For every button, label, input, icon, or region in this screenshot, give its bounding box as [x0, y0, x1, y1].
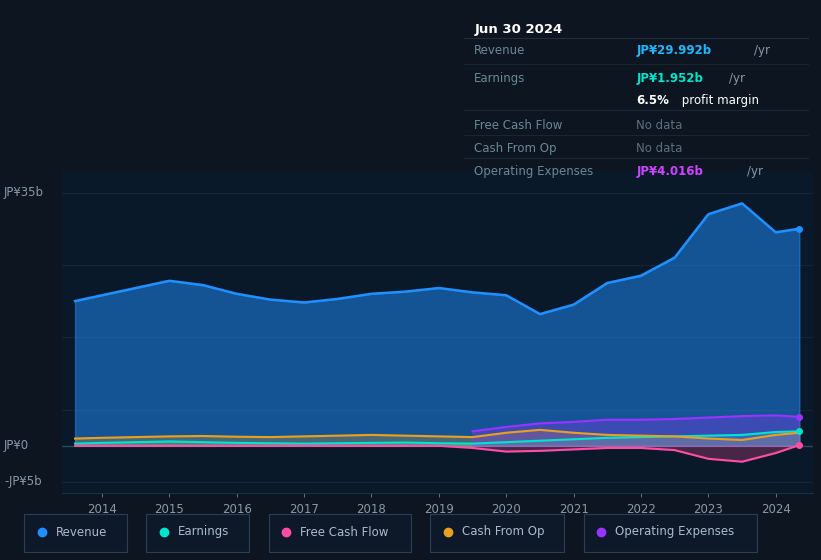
Text: No data: No data: [636, 142, 682, 155]
FancyBboxPatch shape: [584, 514, 757, 552]
Text: Free Cash Flow: Free Cash Flow: [300, 525, 388, 539]
Text: JP¥35b: JP¥35b: [4, 186, 44, 199]
Text: JP¥0: JP¥0: [4, 439, 30, 452]
Text: Revenue: Revenue: [56, 525, 108, 539]
FancyBboxPatch shape: [430, 514, 564, 552]
Text: Operating Expenses: Operating Expenses: [475, 165, 594, 178]
Text: 6.5%: 6.5%: [636, 94, 669, 107]
Text: Cash From Op: Cash From Op: [475, 142, 557, 155]
Text: Free Cash Flow: Free Cash Flow: [475, 119, 562, 132]
Text: Earnings: Earnings: [178, 525, 229, 539]
Text: profit margin: profit margin: [677, 94, 759, 107]
Text: -JP¥5b: -JP¥5b: [4, 475, 42, 488]
Text: /yr: /yr: [754, 44, 769, 57]
FancyBboxPatch shape: [268, 514, 410, 552]
Text: JP¥4.016b: JP¥4.016b: [636, 165, 703, 178]
FancyBboxPatch shape: [25, 514, 126, 552]
Text: JP¥29.992b: JP¥29.992b: [636, 44, 712, 57]
Text: Operating Expenses: Operating Expenses: [616, 525, 735, 539]
Text: No data: No data: [636, 119, 682, 132]
FancyBboxPatch shape: [146, 514, 249, 552]
Text: Cash From Op: Cash From Op: [461, 525, 544, 539]
Text: /yr: /yr: [746, 165, 763, 178]
Text: Revenue: Revenue: [475, 44, 525, 57]
Text: JP¥1.952b: JP¥1.952b: [636, 72, 703, 85]
Text: Earnings: Earnings: [475, 72, 525, 85]
Text: /yr: /yr: [729, 72, 745, 85]
Text: Jun 30 2024: Jun 30 2024: [475, 23, 562, 36]
